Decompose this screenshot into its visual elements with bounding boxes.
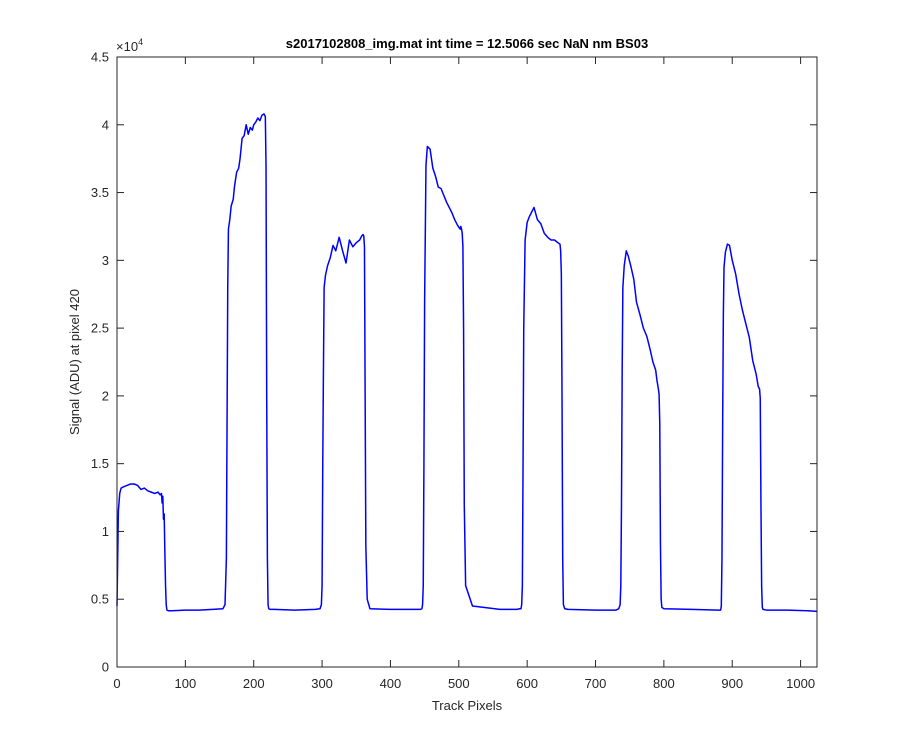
x-axis-ticks: 0 100 200 300 400 500 600 700 800 900 1000 <box>113 57 815 691</box>
plot-frame <box>116 56 818 668</box>
x-tick-label: 900 <box>721 676 743 691</box>
x-tick-label: 800 <box>653 676 675 691</box>
x-tick-label: 0 <box>113 676 120 691</box>
y-axis-label: Signal (ADU) at pixel 420 <box>67 289 82 435</box>
plot-background <box>117 57 817 667</box>
x-axis-label: Track Pixels <box>432 698 503 713</box>
y-exponent-power: 4 <box>138 37 143 47</box>
y-tick-label: 2.5 <box>91 321 109 336</box>
plot-content <box>116 113 818 613</box>
y-tick-label: 1.5 <box>91 456 109 471</box>
x-tick-label: 700 <box>585 676 607 691</box>
y-axis-ticks: 0 0.5 1 1.5 2 2.5 3 3.5 4 4.5 <box>91 50 817 675</box>
y-tick-label: 3.5 <box>91 185 109 200</box>
y-tick-label: 4.5 <box>91 50 109 65</box>
y-tick-label: 0.5 <box>91 592 109 607</box>
series-line-0 <box>116 113 818 613</box>
x-tick-label: 600 <box>516 676 538 691</box>
x-tick-label: 200 <box>243 676 265 691</box>
y-exponent-label: ×104 <box>116 37 143 54</box>
y-tick-label: 3 <box>102 253 109 268</box>
y-tick-label: 4 <box>102 117 109 132</box>
x-tick-label: 100 <box>175 676 197 691</box>
y-tick-label: 0 <box>102 660 109 675</box>
x-tick-label: 300 <box>311 676 333 691</box>
y-tick-label: 2 <box>102 388 109 403</box>
x-tick-label: 1000 <box>786 676 815 691</box>
x-tick-label: 500 <box>448 676 470 691</box>
y-tick-label: 1 <box>102 524 109 539</box>
x-tick-label: 400 <box>380 676 402 691</box>
chart-title: s2017102808_img.mat int time = 12.5066 s… <box>286 36 648 51</box>
